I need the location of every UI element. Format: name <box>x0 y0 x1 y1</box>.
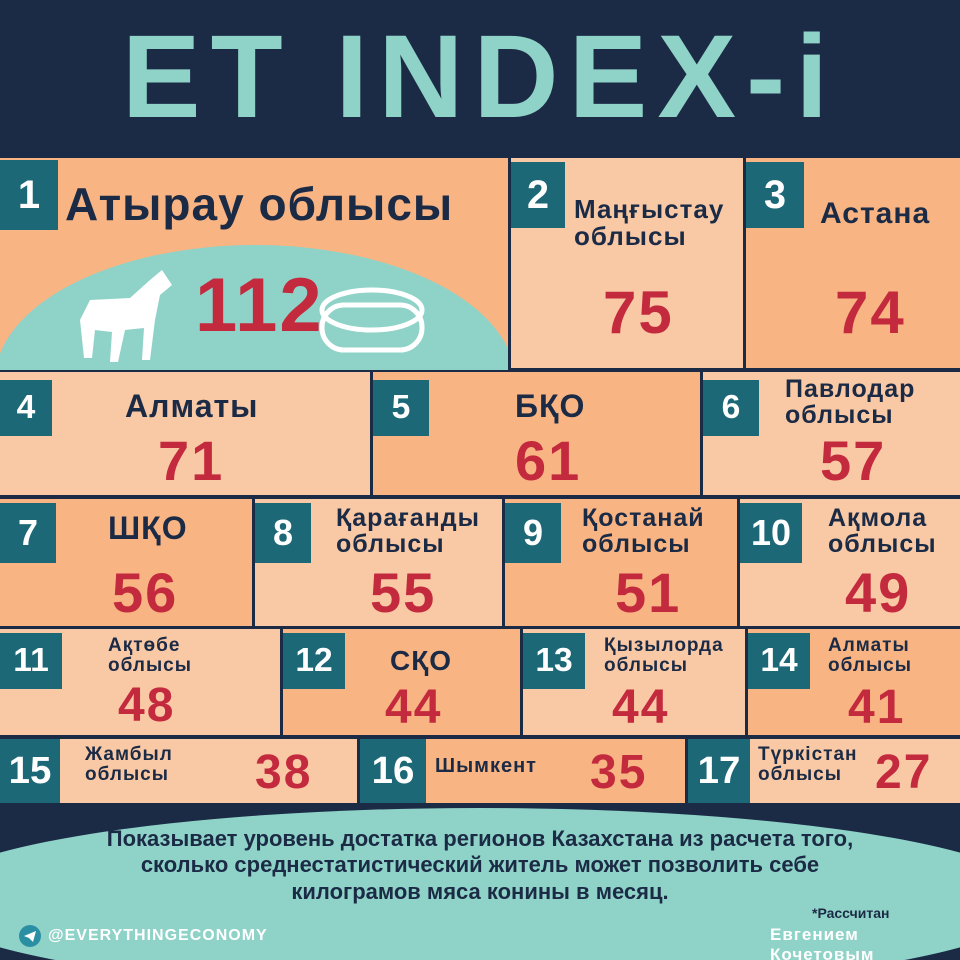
credit-note: *Рассчитан <box>812 905 890 921</box>
decoration <box>0 245 508 370</box>
region-value: 75 <box>603 279 674 346</box>
region-name: Маңғыстау облысы <box>574 194 725 252</box>
rank: 8 <box>255 503 311 563</box>
region-value: 27 <box>875 746 933 799</box>
rank: 15 <box>0 739 60 803</box>
region-name: Түркістан облысы <box>758 744 858 785</box>
region-value: 57 <box>820 429 887 492</box>
footer-shape <box>0 808 960 960</box>
rank: 3 <box>746 162 804 228</box>
title: ET INDEX-і <box>121 11 839 143</box>
region-name: Павлодар облысы <box>785 375 916 430</box>
region-value: 44 <box>612 681 670 734</box>
region-tile <box>60 739 357 803</box>
rank: 14 <box>748 633 810 689</box>
region-name: Алматы <box>125 388 259 424</box>
channel: @EVERYTHINGECONOMY <box>48 927 268 944</box>
region-value: 35 <box>590 746 648 799</box>
region-name: СҚО <box>390 645 453 676</box>
credit-author: Евгением Кочетовым <box>770 925 875 960</box>
region-name: Қарағанды облысы <box>336 504 480 559</box>
region-value: 56 <box>112 561 179 624</box>
rank: 7 <box>0 503 56 563</box>
region-name: ШҚО <box>108 510 188 546</box>
rank: 11 <box>0 633 62 689</box>
region-name: Атырау облысы <box>65 178 454 230</box>
rank: 17 <box>688 739 750 803</box>
region-name: Қостанай облысы <box>582 504 705 559</box>
region-name: Жамбыл облысы <box>85 744 173 785</box>
rank: 2 <box>511 162 565 228</box>
region-value: 44 <box>385 681 443 734</box>
rank: 16 <box>360 739 426 803</box>
region-value: 48 <box>118 679 176 732</box>
rank: 6 <box>703 380 759 436</box>
region-value: 41 <box>848 681 906 734</box>
telegram-icon <box>19 925 41 947</box>
rank: 5 <box>373 380 429 436</box>
region-value: 51 <box>615 561 682 624</box>
region-name: БҚО <box>515 388 586 424</box>
region-tile <box>0 372 370 495</box>
region-value: 74 <box>835 279 906 346</box>
region-value: 49 <box>845 561 912 624</box>
region-value: 61 <box>515 429 582 492</box>
region-value: 38 <box>255 746 313 799</box>
rank: 4 <box>0 380 52 436</box>
region-value: 55 <box>370 561 437 624</box>
rank: 10 <box>740 503 802 563</box>
rank: 1 <box>0 160 58 230</box>
region-name: Қызылорда облысы <box>604 635 724 676</box>
rank: 9 <box>505 503 561 563</box>
rank: 12 <box>283 633 345 689</box>
region-name: Астана <box>820 197 931 230</box>
region-name: Ақмола облысы <box>828 504 937 559</box>
region-value: 71 <box>158 429 225 492</box>
rank: 13 <box>523 633 585 689</box>
region-name: Алматы облысы <box>828 635 912 676</box>
region-name: Шымкент <box>435 755 537 777</box>
region-value: 112 <box>195 263 324 348</box>
description: Показывает уровень достатка регионов Каз… <box>106 826 854 904</box>
region-name: Ақтөбе облысы <box>108 635 192 676</box>
